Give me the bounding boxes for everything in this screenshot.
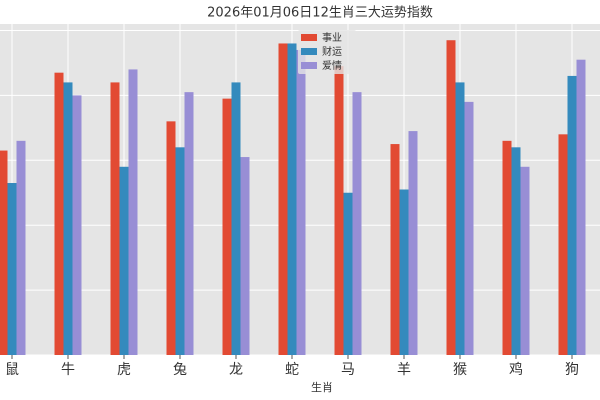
x-axis-label: 生肖 [311,380,333,394]
bar [558,134,568,355]
legend-label: 爱情 [322,59,342,72]
legend-label: 事业 [322,31,342,44]
bar [287,43,297,356]
bar [0,150,8,355]
bar [352,92,362,355]
bar [54,72,64,356]
x-tick-label: 鼠 [5,362,19,378]
bar [240,157,250,355]
bar [63,82,73,355]
bar [390,144,400,355]
bar [520,166,530,355]
x-tick-label: 狗 [565,362,579,378]
bar [184,92,194,355]
bar [16,140,26,355]
bar [334,66,344,355]
x-tick-label: 虎 [117,362,131,378]
x-tick-label: 牛 [61,362,75,378]
x-tick-label: 猴 [453,362,467,378]
bar [576,59,586,356]
bar [166,121,176,356]
x-tick-label: 蛇 [285,362,299,378]
legend-swatch [301,48,317,55]
bar [72,95,82,356]
x-tick-label: 羊 [397,362,411,378]
x-tick-label: 鸡 [509,361,523,378]
bar [7,183,17,355]
legend-swatch [301,62,317,69]
bar [343,192,353,355]
bar [399,189,409,355]
bar [446,40,456,355]
bar [296,49,306,355]
bar [222,98,232,355]
bar [119,166,129,355]
bar [511,147,521,355]
x-tick-label: 龙 [229,362,243,378]
x-tick-label: 兔 [173,362,187,378]
legend-swatch [301,34,317,41]
bar [175,147,185,355]
bar [455,82,465,355]
x-tick-label: 马 [341,362,355,378]
bar [464,101,474,355]
bar [278,43,288,356]
bar [408,131,418,355]
chart-title: 2026年01月06日12生肖三大运势指数 [207,5,433,21]
legend-label: 财运 [322,45,342,58]
bar [128,69,138,356]
bar [567,75,577,355]
bar [502,140,512,355]
bar [110,82,120,355]
bar [231,82,241,355]
